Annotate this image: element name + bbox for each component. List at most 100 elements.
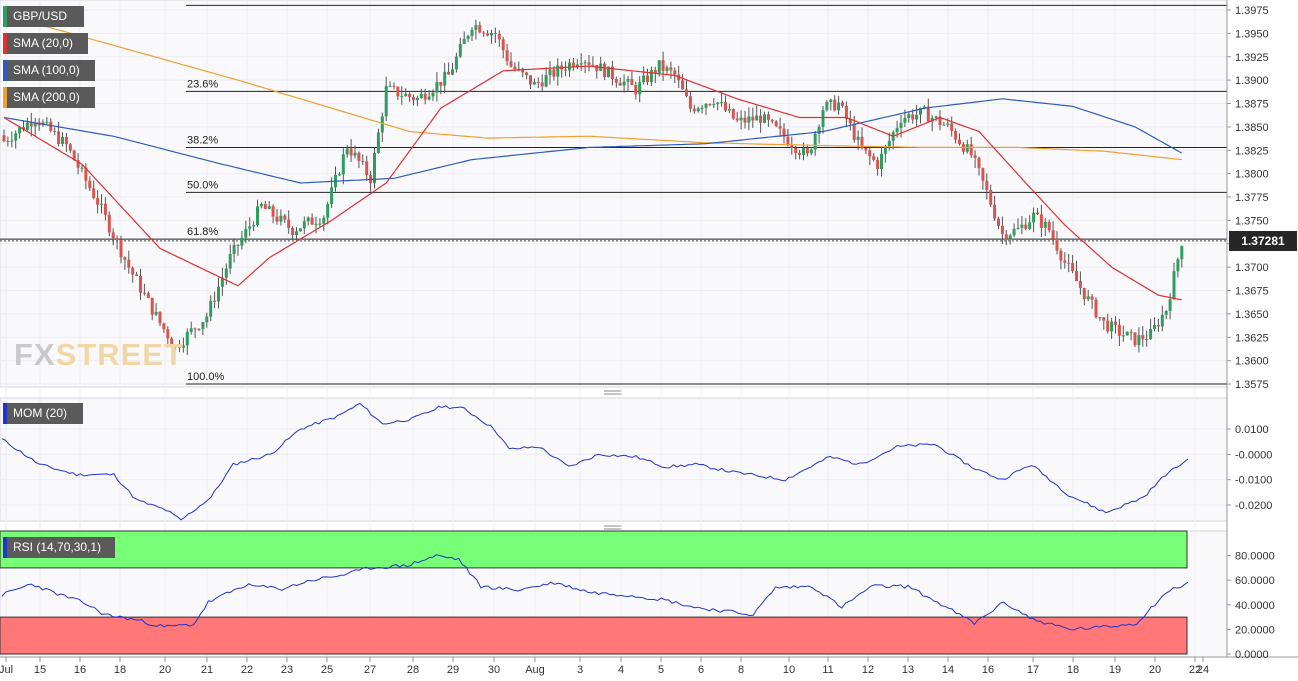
candle xyxy=(162,322,166,333)
candle-body xyxy=(513,66,517,70)
candle-body xyxy=(856,136,860,140)
candle-body xyxy=(111,232,115,239)
candle xyxy=(532,78,536,85)
candle-body xyxy=(1082,287,1086,300)
candle xyxy=(743,110,747,129)
candle-body xyxy=(603,63,607,78)
symbol-label: GBP/USD xyxy=(13,9,68,23)
candle-body xyxy=(1094,299,1098,318)
candle-body xyxy=(1145,338,1149,340)
candle xyxy=(72,149,76,161)
candle-body xyxy=(205,316,209,323)
candle-body xyxy=(829,99,833,103)
candle-body xyxy=(240,237,244,246)
candle-body xyxy=(287,219,291,228)
candle xyxy=(919,107,922,124)
candle xyxy=(18,126,22,139)
candle-body xyxy=(575,64,579,67)
candle-body xyxy=(252,225,256,227)
candle-body xyxy=(376,132,380,153)
candle-body xyxy=(415,97,419,101)
candle-body xyxy=(1141,335,1145,340)
time-tick-label: 20 xyxy=(159,664,171,676)
candle xyxy=(708,103,712,107)
candle-body xyxy=(587,62,591,65)
candle xyxy=(302,216,306,235)
candle-body xyxy=(868,150,872,157)
time-tick-label: 6 xyxy=(698,664,704,676)
candle xyxy=(1176,257,1180,278)
candle xyxy=(926,98,930,122)
time-tick-label: 18 xyxy=(1067,664,1079,676)
fib-label: 23.6% xyxy=(187,78,218,90)
candle-body xyxy=(454,56,458,70)
rsi-tick-label: 20.0000 xyxy=(1235,624,1275,636)
candle-body xyxy=(568,62,571,71)
candle-body xyxy=(1172,271,1176,300)
candle-body xyxy=(462,38,466,44)
candle-body xyxy=(720,102,724,104)
candle-body xyxy=(630,78,634,85)
candle-body xyxy=(80,167,84,169)
candle xyxy=(462,31,466,45)
candle xyxy=(681,74,685,90)
candle xyxy=(575,59,579,70)
candle-body xyxy=(1086,296,1090,300)
candle xyxy=(564,61,568,77)
candle-body xyxy=(232,244,236,255)
candle xyxy=(720,92,724,107)
candle-body xyxy=(1129,331,1133,333)
candle xyxy=(899,114,903,138)
candle xyxy=(544,67,548,88)
candle xyxy=(844,101,848,128)
candle xyxy=(466,34,470,43)
candle-body xyxy=(712,104,716,106)
candle xyxy=(665,65,669,75)
candle xyxy=(696,106,700,113)
candle-body xyxy=(6,141,10,143)
candle xyxy=(774,120,778,128)
candle-body xyxy=(614,79,618,83)
candle-body xyxy=(61,137,64,145)
candle-body xyxy=(353,152,357,156)
price-tick-label: 1.3900 xyxy=(1235,75,1269,87)
candle-body xyxy=(700,107,704,109)
candle xyxy=(376,128,380,154)
candle-body xyxy=(579,63,583,65)
candle-body xyxy=(22,127,25,130)
time-tick-label: Aug xyxy=(525,664,545,676)
candle-body xyxy=(1051,230,1055,239)
candle-body xyxy=(185,331,189,346)
candle-body xyxy=(1125,331,1129,336)
legend-mom: MOM (20) xyxy=(3,403,83,424)
candle-body xyxy=(942,124,946,126)
candle xyxy=(1051,221,1055,246)
candle xyxy=(236,244,240,256)
candle xyxy=(131,266,135,283)
time-tick-label: 4 xyxy=(618,664,624,676)
candle xyxy=(685,79,688,98)
candle-body xyxy=(852,123,856,140)
candle-body xyxy=(692,108,696,112)
candle xyxy=(427,90,431,101)
candle-body xyxy=(544,75,548,87)
time-tick-label: 19 xyxy=(1109,664,1121,676)
candle xyxy=(256,199,259,227)
candle-body xyxy=(423,93,427,100)
candle xyxy=(326,201,330,225)
sma20-label: SMA (20,0) xyxy=(13,36,74,50)
candle-body xyxy=(302,221,306,229)
candle-body xyxy=(1078,281,1082,288)
candle xyxy=(330,177,334,209)
candle xyxy=(493,27,497,44)
candle-body xyxy=(123,257,127,260)
time-tick-label: 3 xyxy=(577,664,583,676)
candle xyxy=(170,336,174,346)
candle-body xyxy=(68,144,72,151)
candle xyxy=(1078,271,1082,295)
candle-body xyxy=(685,89,688,97)
candle-body xyxy=(330,187,334,205)
candle xyxy=(267,200,271,210)
candle xyxy=(638,76,642,103)
candle-body xyxy=(509,61,513,67)
